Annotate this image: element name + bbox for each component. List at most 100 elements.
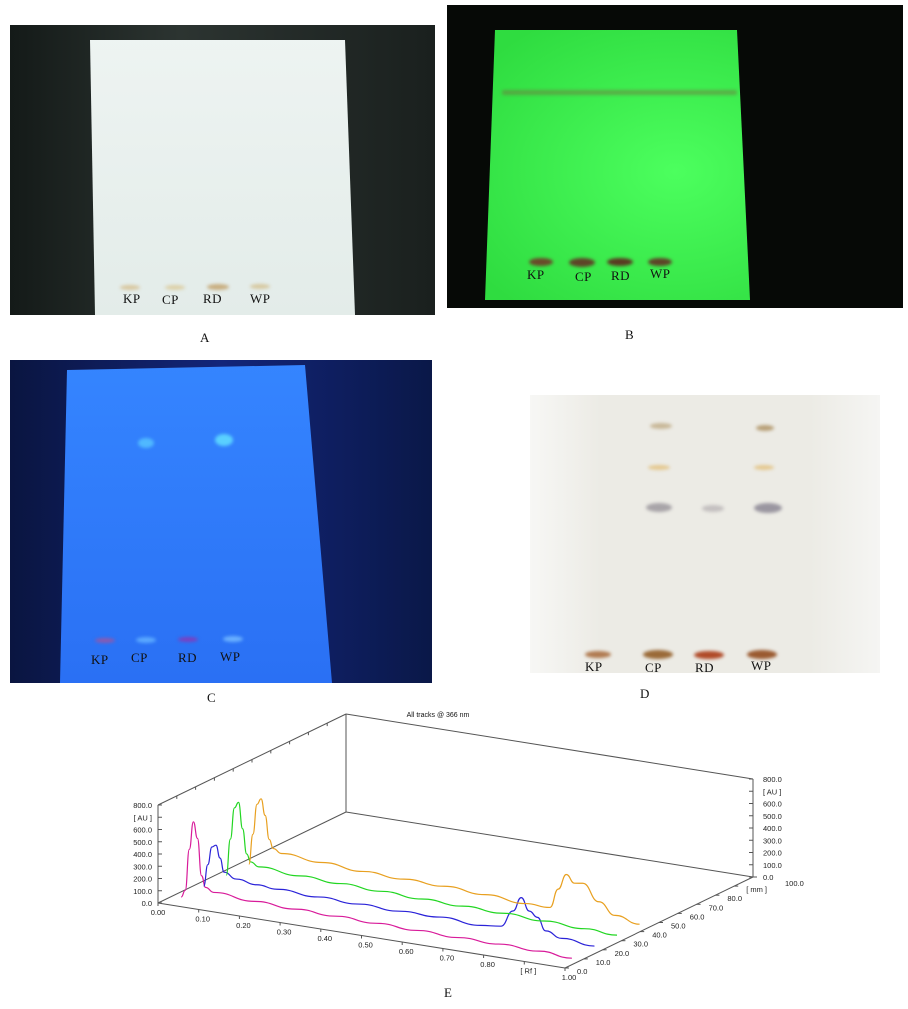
lane-label: KP bbox=[585, 659, 603, 673]
au-tick-label-left: 400.0 bbox=[133, 850, 152, 859]
lane-label: KP bbox=[91, 652, 109, 667]
au-tick-label-right: 200.0 bbox=[763, 849, 782, 858]
spot bbox=[643, 650, 673, 659]
spot bbox=[165, 285, 185, 290]
tlc-plate-photo-a: KP CP RD WP bbox=[10, 25, 435, 315]
au-tick-label-left: 0.0 bbox=[142, 899, 152, 908]
lane-label: RD bbox=[178, 650, 198, 665]
spot bbox=[138, 438, 154, 448]
rf-tick-label: 1.00 bbox=[562, 973, 577, 982]
lane-label: WP bbox=[650, 266, 671, 281]
plate-b bbox=[485, 30, 750, 300]
lane-label: CP bbox=[131, 650, 148, 665]
series-line-2 bbox=[203, 844, 595, 947]
rf-tick-label: 0.10 bbox=[195, 915, 210, 924]
lane-label: KP bbox=[123, 291, 141, 306]
caption-d: D bbox=[640, 686, 650, 701]
spot bbox=[585, 651, 611, 658]
spot bbox=[215, 434, 233, 446]
mm-tick-label: 100.0 bbox=[785, 879, 804, 888]
solvent-front bbox=[502, 90, 737, 95]
spot bbox=[529, 258, 553, 266]
series-line-1 bbox=[180, 821, 572, 959]
spot bbox=[207, 284, 229, 290]
au-tick-label-right: 300.0 bbox=[763, 836, 782, 845]
au-tick-label-right: 0.0 bbox=[763, 873, 773, 882]
lane-label: CP bbox=[645, 660, 662, 673]
spot bbox=[223, 636, 243, 642]
spot bbox=[747, 650, 777, 659]
lane-label: KP bbox=[527, 267, 545, 282]
lane-label: RD bbox=[695, 660, 715, 673]
lane-label: WP bbox=[250, 291, 271, 306]
spot bbox=[607, 258, 633, 266]
mm-tick-label: [ mm ] bbox=[746, 885, 767, 894]
tlc-plate-photo-b: KP CP RD WP bbox=[447, 5, 903, 308]
rf-tick-label: 0.80 bbox=[480, 960, 495, 969]
mm-tick-label: 40.0 bbox=[652, 931, 667, 940]
au-tick-label-left: [ AU ] bbox=[134, 813, 152, 822]
rf-tick-label: 0.00 bbox=[151, 908, 166, 917]
spot bbox=[120, 285, 140, 290]
chart-title: All tracks @ 366 nm bbox=[407, 712, 470, 719]
lane-label: CP bbox=[575, 269, 592, 284]
tlc-plate-photo-c: KP CP RD WP bbox=[10, 360, 432, 683]
spot bbox=[702, 505, 724, 512]
au-tick-label-right: 500.0 bbox=[763, 812, 782, 821]
spot bbox=[95, 638, 115, 643]
rf-tick-label: 0.30 bbox=[277, 928, 292, 937]
au-tick-label-left: 200.0 bbox=[133, 875, 152, 884]
mm-tick-label: 80.0 bbox=[727, 894, 742, 903]
au-tick-label-right: 800.0 bbox=[763, 775, 782, 784]
rf-tick-label: 0.70 bbox=[440, 954, 455, 963]
au-tick-label-left: 500.0 bbox=[133, 838, 152, 847]
spot bbox=[694, 651, 724, 659]
rf-tick-label: [ Rf ] bbox=[520, 967, 536, 976]
mm-tick-label: 50.0 bbox=[671, 922, 686, 931]
spot bbox=[756, 425, 774, 431]
floor-back-edge bbox=[345, 811, 754, 878]
spot bbox=[754, 465, 774, 470]
spot bbox=[650, 423, 672, 429]
series-line-3 bbox=[225, 801, 618, 936]
lane-label: CP bbox=[162, 292, 179, 307]
mm-tick-label: 30.0 bbox=[633, 940, 648, 949]
caption-a: A bbox=[200, 330, 210, 345]
tlc-plate-photo-d: KP CP RD WP bbox=[530, 395, 880, 673]
spot bbox=[648, 258, 672, 266]
spot bbox=[646, 503, 672, 512]
mm-tick-label: 70.0 bbox=[709, 903, 724, 912]
mm-tick-label: 10.0 bbox=[596, 958, 611, 967]
plate-a bbox=[90, 40, 355, 315]
top-back-edge bbox=[345, 713, 754, 780]
rf-tick-label: 0.60 bbox=[399, 947, 414, 956]
caption-b: B bbox=[625, 327, 634, 342]
caption-c: C bbox=[207, 690, 216, 705]
mm-tick-label: 20.0 bbox=[615, 949, 630, 958]
au-tick-label-left: 100.0 bbox=[133, 887, 152, 896]
au-tick-label-right: 600.0 bbox=[763, 800, 782, 809]
spot bbox=[648, 465, 670, 470]
lane-label: RD bbox=[611, 268, 631, 283]
au-tick-label-right: [ AU ] bbox=[763, 787, 781, 796]
spot bbox=[250, 284, 270, 289]
lane-label: WP bbox=[751, 658, 772, 673]
lane-label: WP bbox=[220, 649, 241, 664]
spot bbox=[136, 637, 156, 643]
spot bbox=[178, 637, 198, 642]
mm-tick-label: 0.0 bbox=[577, 967, 587, 976]
spot bbox=[569, 258, 595, 267]
au-tick-label-left: 800.0 bbox=[133, 801, 152, 810]
plate-c bbox=[60, 365, 332, 683]
rf-tick-label: 0.20 bbox=[236, 921, 251, 930]
au-tick-label-left: 600.0 bbox=[133, 826, 152, 835]
caption-e: E bbox=[444, 985, 452, 1000]
au-tick-label-left: 300.0 bbox=[133, 862, 152, 871]
au-tick-label-right: 400.0 bbox=[763, 824, 782, 833]
floor-left-edge bbox=[157, 811, 347, 904]
series-line-4 bbox=[248, 798, 640, 925]
spot bbox=[754, 503, 782, 513]
lane-label: RD bbox=[203, 291, 223, 306]
mm-tick-label: 60.0 bbox=[690, 912, 705, 921]
